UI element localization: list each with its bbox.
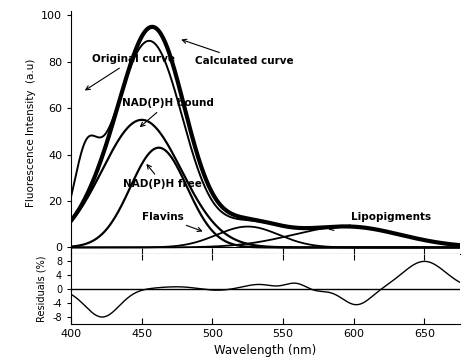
- Y-axis label: Fluorescence Intensity  (a.u): Fluorescence Intensity (a.u): [26, 58, 36, 207]
- Text: NAD(P)H free: NAD(P)H free: [123, 165, 202, 189]
- Text: Lipopigments: Lipopigments: [329, 212, 431, 230]
- Text: Original curve: Original curve: [86, 54, 175, 90]
- X-axis label: Wavelength (nm): Wavelength (nm): [214, 345, 317, 357]
- Text: Calculated curve: Calculated curve: [182, 39, 294, 66]
- Text: NAD(P)H bound: NAD(P)H bound: [122, 98, 214, 126]
- Y-axis label: Residuals (%): Residuals (%): [37, 256, 47, 323]
- Text: Flavins: Flavins: [142, 212, 201, 231]
